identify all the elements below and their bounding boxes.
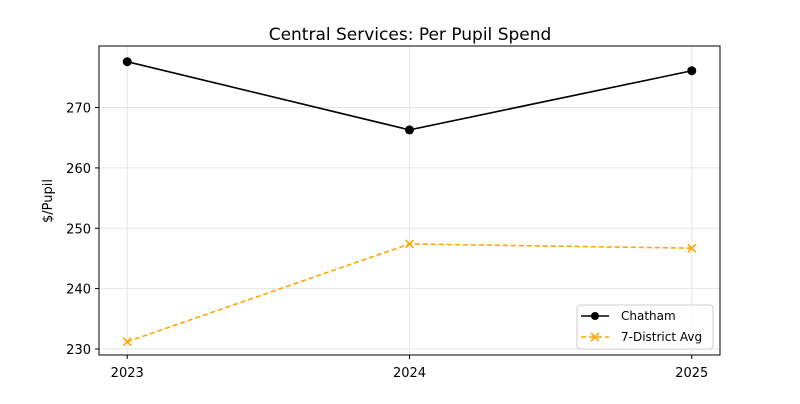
y-axis-label: $/Pupil (41, 179, 56, 223)
ticks: 230 240 250 260 270 2023 2024 2025 (66, 102, 708, 381)
y-tick-label: 250 (66, 222, 91, 237)
legend-marker-avg (590, 332, 600, 342)
legend: Chatham 7-District Avg (576, 304, 714, 350)
data-point (122, 57, 132, 67)
y-tick-label: 270 (66, 102, 91, 117)
x-tick-label: 2024 (393, 366, 426, 381)
data-point (405, 125, 414, 135)
y-tick-label: 240 (66, 283, 91, 298)
data-point (122, 337, 132, 347)
plot-frame (98, 45, 721, 356)
x-tick-label: 2025 (675, 366, 708, 381)
legend-label-chatham: Chatham (621, 309, 676, 323)
data-point (687, 66, 697, 76)
legend-marker-chatham (591, 312, 599, 320)
y-tick-label: 230 (66, 343, 91, 358)
data-point (687, 243, 697, 253)
legend-box (576, 304, 714, 350)
legend-label-avg: 7-District Avg (621, 330, 702, 344)
series-layer (122, 57, 697, 347)
x-tick-label: 2023 (111, 366, 144, 381)
chart-title: Central Services: Per Pupil Spend (269, 25, 552, 45)
data-point (404, 239, 415, 249)
y-tick-label: 260 (66, 162, 91, 177)
